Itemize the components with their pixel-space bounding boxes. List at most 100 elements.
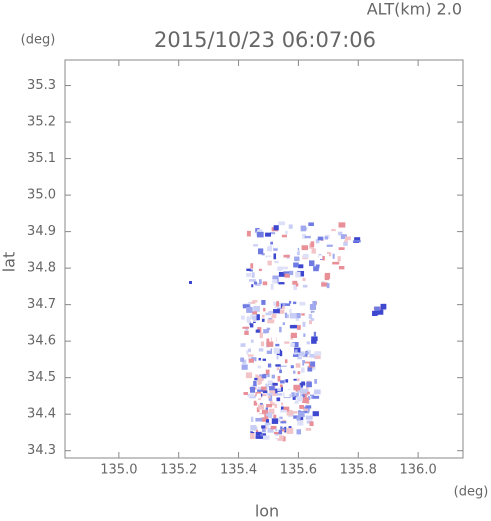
echo	[374, 306, 380, 311]
echo	[259, 332, 263, 339]
echo	[261, 318, 265, 322]
echo	[311, 248, 316, 254]
echo	[278, 221, 286, 226]
echo	[310, 361, 316, 367]
echo	[270, 283, 274, 290]
y-tick-label: 34.6	[27, 334, 56, 349]
x-tick-label: 136.0	[400, 463, 437, 478]
echo	[377, 309, 384, 315]
echo	[262, 390, 268, 394]
echo	[261, 427, 266, 433]
echo	[337, 256, 341, 262]
echo	[307, 396, 311, 400]
echo	[276, 355, 279, 360]
y-tick-label: 35.3	[27, 78, 56, 93]
echo	[297, 270, 305, 277]
echo	[272, 382, 278, 386]
echo	[304, 363, 309, 367]
echo	[286, 389, 292, 395]
echo	[250, 319, 254, 324]
x-unit: (deg)	[454, 485, 489, 500]
echo	[284, 391, 290, 398]
echo	[312, 411, 319, 417]
echo	[252, 311, 258, 315]
echo	[273, 431, 280, 435]
echo	[251, 426, 258, 430]
echo	[247, 393, 255, 398]
echo	[293, 247, 298, 253]
echo	[283, 245, 287, 248]
echo	[329, 231, 336, 234]
echo	[249, 269, 253, 272]
radar-echoes	[189, 221, 387, 442]
echo	[296, 416, 301, 421]
echo	[250, 329, 256, 333]
echo	[291, 392, 295, 398]
echo	[311, 339, 317, 344]
echo	[354, 237, 361, 241]
echo	[273, 243, 278, 249]
x-tick-label: 135.4	[220, 463, 257, 478]
echo	[289, 300, 292, 304]
echo	[249, 321, 256, 328]
echo	[268, 310, 274, 314]
echo	[247, 348, 251, 353]
echo	[299, 301, 306, 306]
echo	[295, 271, 301, 278]
echo	[302, 241, 306, 245]
echo	[279, 416, 283, 420]
echo	[282, 322, 285, 326]
echo	[297, 356, 302, 360]
echo	[261, 409, 268, 414]
y-tick-label: 34.8	[27, 261, 56, 276]
echo	[309, 304, 317, 310]
echo	[270, 232, 276, 235]
echo	[275, 343, 280, 347]
echo	[284, 312, 288, 318]
echo	[317, 236, 324, 241]
echo	[248, 357, 253, 360]
echo	[318, 255, 323, 260]
echo	[257, 414, 265, 418]
echo	[305, 320, 308, 326]
echo	[242, 359, 247, 364]
echo	[253, 281, 258, 285]
echo	[293, 384, 301, 391]
echo	[298, 264, 304, 269]
echo	[266, 341, 274, 347]
echo	[302, 397, 309, 403]
echo	[268, 395, 273, 401]
echo	[267, 363, 272, 368]
echo	[338, 222, 346, 228]
echo	[307, 366, 313, 372]
echo	[310, 241, 315, 248]
echo	[266, 323, 270, 328]
echo	[344, 240, 348, 243]
echo	[280, 429, 285, 432]
echo	[273, 225, 279, 231]
y-tick-label: 35.1	[27, 151, 56, 166]
echo	[246, 350, 249, 355]
echo	[271, 262, 277, 266]
echo	[286, 283, 294, 286]
echo	[313, 374, 317, 378]
echo	[265, 383, 268, 390]
echo	[285, 314, 290, 319]
echo	[265, 422, 271, 426]
echo	[273, 245, 278, 251]
echo	[294, 400, 299, 404]
echo	[380, 303, 387, 310]
echo	[293, 262, 299, 268]
echo	[338, 247, 345, 251]
echo	[345, 236, 351, 241]
echo	[265, 369, 270, 376]
echo	[328, 252, 332, 257]
echo	[306, 341, 310, 345]
echo	[280, 380, 285, 384]
echo	[273, 253, 277, 260]
echo	[297, 371, 301, 375]
echo	[273, 347, 280, 354]
echo	[254, 377, 258, 381]
echo	[253, 400, 258, 406]
echo	[286, 427, 294, 434]
